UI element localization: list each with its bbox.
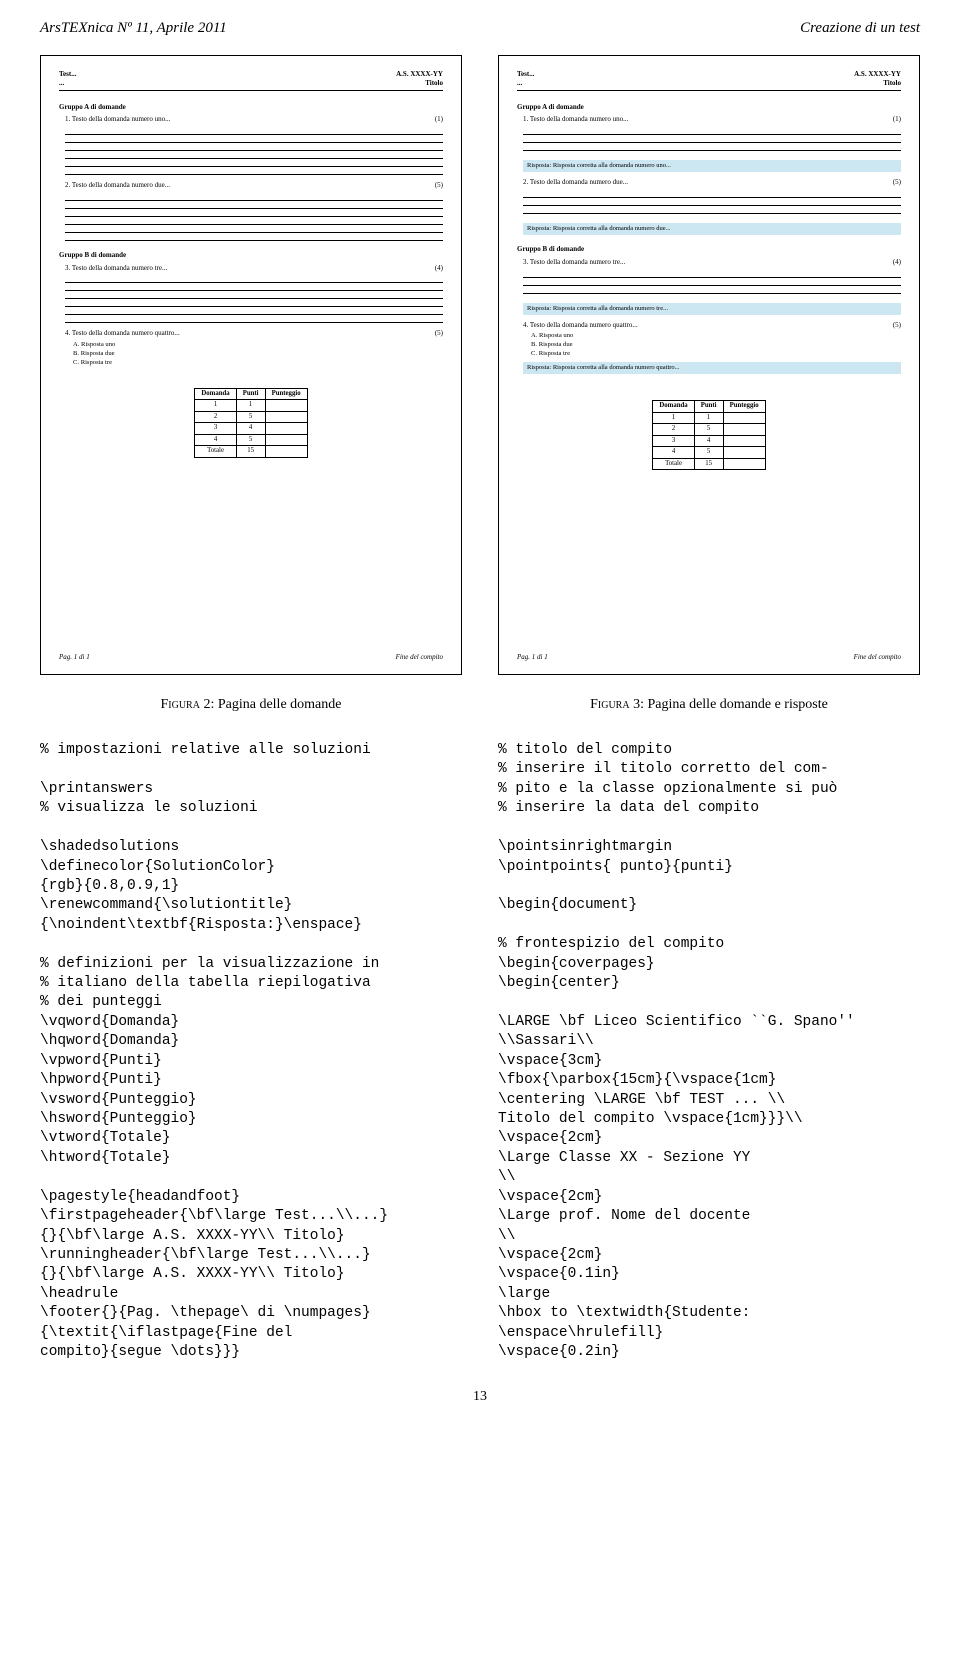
- sheet-head-r1: A.S. XXXX-YY: [396, 70, 443, 79]
- score-table: DomandaPuntiPunteggio 11 25 34 45 Totale…: [194, 388, 307, 458]
- group-a: Gruppo A di domande: [59, 103, 443, 112]
- figure-3: Test... ... A.S. XXXX-YY Titolo Gruppo A…: [498, 55, 920, 713]
- code-columns: % impostazioni relative alle soluzioni \…: [40, 741, 920, 1363]
- sheet-head-l1: Test...: [59, 70, 76, 79]
- sheet-answers: Test... ... A.S. XXXX-YY Titolo Gruppo A…: [498, 55, 920, 675]
- page-number: 13: [40, 1389, 920, 1405]
- sheet-head-l2: ...: [59, 79, 76, 88]
- runhead-left: ArsTEXnica Nº 11, Aprile 2011: [40, 20, 227, 37]
- answer-box: Risposta: Risposta corretta alla domanda…: [523, 160, 901, 172]
- runhead-right: Creazione di un test: [800, 20, 920, 37]
- sheet-head-r2: Titolo: [396, 79, 443, 88]
- score-table: DomandaPuntiPunteggio 11 25 34 45 Totale…: [652, 400, 765, 470]
- sheet-questions: Test... ... A.S. XXXX-YY Titolo Gruppo A…: [40, 55, 462, 675]
- code-left: % impostazioni relative alle soluzioni \…: [40, 741, 462, 1363]
- figure-3-caption: Figura 3: Pagina delle domande e rispost…: [590, 697, 828, 713]
- figure-2: Test... ... A.S. XXXX-YY Titolo Gruppo A…: [40, 55, 462, 713]
- code-right: % titolo del compito % inserire il titol…: [498, 741, 920, 1363]
- figure-2-caption: Figura 2: Pagina delle domande: [161, 697, 342, 713]
- group-b: Gruppo B di domande: [59, 251, 443, 260]
- running-head: ArsTEXnica Nº 11, Aprile 2011 Creazione …: [40, 20, 920, 37]
